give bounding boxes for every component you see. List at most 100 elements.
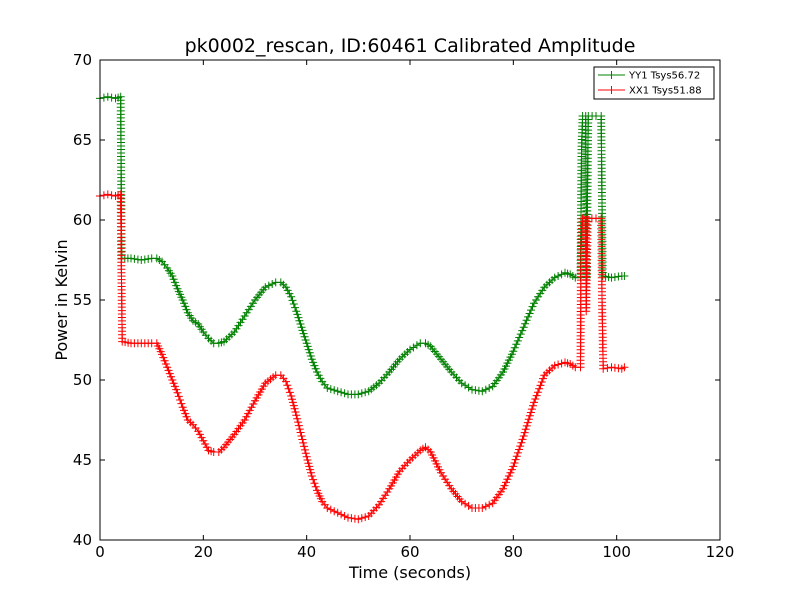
data-point — [536, 289, 545, 298]
data-point — [287, 392, 296, 400]
data-point — [528, 302, 537, 311]
data-point — [330, 386, 339, 395]
y-tick-label: 70 — [73, 51, 92, 69]
x-tick-label: 100 — [602, 543, 631, 561]
data-point — [168, 272, 177, 280]
data-point — [287, 292, 296, 301]
data-point — [103, 92, 112, 101]
data-point — [304, 345, 313, 354]
data-point — [299, 329, 308, 338]
data-point — [509, 462, 518, 471]
data-point — [240, 312, 249, 320]
legend-entry-xx1: XX1 Tsys51.88 — [598, 86, 702, 97]
data-point — [288, 296, 297, 305]
data-point — [309, 358, 318, 367]
data-point — [502, 478, 510, 487]
data-point — [305, 462, 314, 471]
data-point — [471, 386, 480, 395]
data-point — [478, 387, 487, 396]
data-point — [531, 395, 540, 403]
data-point — [164, 366, 173, 375]
data-point — [550, 273, 559, 282]
data-point — [379, 494, 388, 503]
data-point — [294, 421, 303, 430]
data-point — [172, 385, 181, 394]
data-point — [326, 505, 335, 514]
data-point — [464, 383, 473, 392]
series-1 — [96, 190, 629, 524]
data-point — [299, 438, 308, 447]
legend: YY1 Tsys56.72 XX1 Tsys51.88 — [593, 66, 715, 100]
data-point — [532, 391, 541, 400]
data-point — [244, 409, 253, 418]
data-point — [169, 379, 178, 388]
data-point — [291, 408, 300, 416]
data-point — [240, 416, 249, 424]
data-point — [282, 283, 290, 292]
x-tick-label: 0 — [95, 543, 105, 561]
data-point — [295, 316, 304, 325]
data-point — [172, 281, 181, 290]
data-point — [297, 323, 306, 332]
data-point — [178, 403, 187, 412]
data-point — [522, 421, 531, 430]
data-point — [295, 425, 304, 434]
data-point — [326, 385, 335, 394]
data-point — [245, 406, 254, 415]
data-point — [521, 425, 530, 434]
data-point — [437, 468, 445, 477]
data-point — [554, 272, 563, 280]
data-point — [284, 384, 293, 393]
data-point — [340, 389, 349, 398]
data-point — [181, 302, 190, 311]
data-point — [302, 452, 311, 461]
data-point — [521, 319, 530, 328]
data-point — [485, 384, 494, 392]
data-point — [518, 435, 527, 444]
data-point — [383, 488, 392, 496]
data-point — [311, 482, 320, 491]
data-point — [377, 497, 386, 506]
data-point — [283, 381, 292, 390]
data-point — [513, 336, 522, 345]
data-point — [517, 438, 526, 447]
data-point — [298, 435, 307, 444]
y-tick-label: 60 — [73, 211, 92, 229]
data-point — [249, 400, 258, 408]
data-point — [234, 321, 243, 330]
data-point — [182, 305, 191, 314]
data-point — [304, 459, 313, 468]
data-point — [441, 475, 450, 484]
data-point — [168, 376, 177, 384]
x-tick-label: 40 — [297, 543, 316, 561]
data-point — [264, 281, 273, 290]
data-point — [443, 478, 452, 487]
data-point — [248, 299, 257, 308]
series-layer — [96, 92, 629, 524]
data-point — [289, 401, 298, 410]
data-point — [163, 363, 172, 372]
data-point — [170, 382, 179, 391]
data-point — [337, 510, 346, 519]
data-point — [529, 401, 537, 410]
data-point — [288, 395, 296, 404]
data-point — [527, 306, 535, 315]
data-point — [538, 286, 547, 295]
data-point — [610, 363, 619, 372]
data-point — [297, 432, 306, 440]
data-point — [323, 384, 332, 392]
data-point — [361, 388, 370, 397]
data-point — [512, 452, 521, 461]
data-point — [167, 372, 175, 381]
data-point — [159, 353, 168, 362]
data-point — [292, 411, 301, 420]
data-point — [533, 388, 542, 397]
data-point — [261, 283, 270, 292]
data-point — [310, 479, 319, 488]
data-point — [296, 428, 305, 437]
data-point — [507, 465, 516, 474]
data-point — [522, 316, 531, 325]
x-tick-label: 120 — [706, 543, 735, 561]
data-point — [333, 387, 342, 396]
